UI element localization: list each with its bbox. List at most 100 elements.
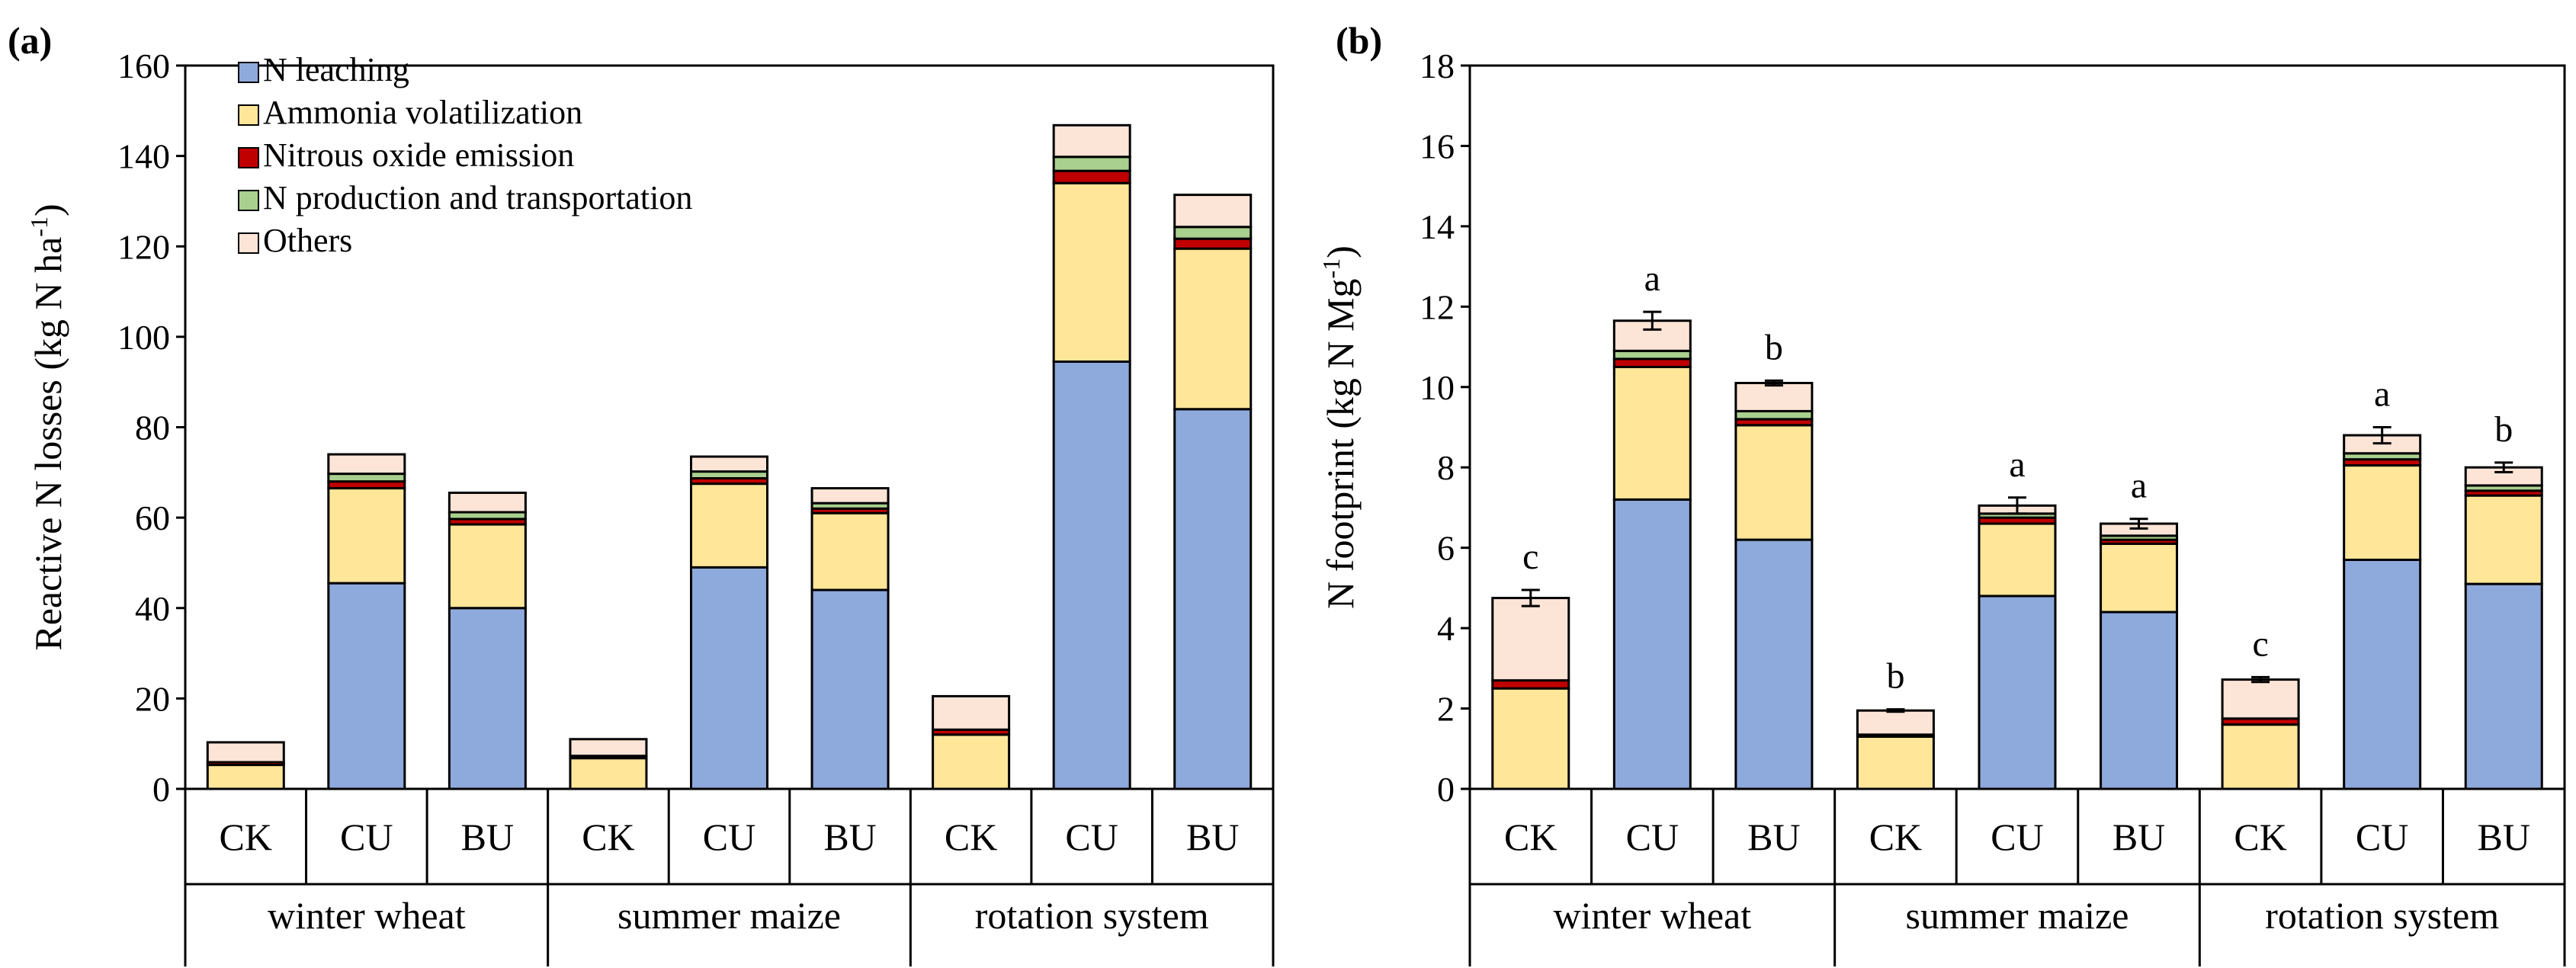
bar-nitrous-oxide-emission xyxy=(1052,169,1131,184)
legend-swatch xyxy=(238,62,259,83)
legend-swatch xyxy=(238,232,259,254)
bar-n-leaching xyxy=(1978,595,2057,790)
legend-label: Ammonia volatilization xyxy=(263,94,582,131)
y-tick-label: 140 xyxy=(117,137,170,176)
legend-swatch xyxy=(238,147,259,168)
y-tick-label: 2 xyxy=(1437,690,1455,729)
x-category-label: CU xyxy=(703,816,755,858)
panel-a-chart: (a) 0 20 40 60 80 100 120 140 160 Reactive N loss… xyxy=(8,19,1275,966)
significance-letter: c xyxy=(2252,623,2268,664)
y-tick-label: 160 xyxy=(117,46,170,85)
y-tick-label: 100 xyxy=(117,318,170,357)
bar-others xyxy=(1491,597,1570,682)
x-category-label: CK xyxy=(1504,816,1557,858)
x-group-label: rotation system xyxy=(975,894,1209,937)
y-tick-label: 4 xyxy=(1437,609,1455,648)
x-category-label: CU xyxy=(1626,816,1679,858)
bar-ammonia-volatilization xyxy=(448,523,527,610)
bar-ammonia-volatilization xyxy=(1612,365,1692,501)
legend-label: N leaching xyxy=(263,51,409,88)
bar-n-production-and-transportation xyxy=(327,473,406,483)
bar-ammonia-volatilization xyxy=(327,487,406,585)
bar-ammonia-volatilization xyxy=(690,482,768,569)
x-category-label: CK xyxy=(220,816,272,858)
bar-n-leaching xyxy=(448,607,527,790)
significance-letter: a xyxy=(2374,374,2390,415)
bar-others xyxy=(1052,123,1131,159)
bar-ammonia-volatilization xyxy=(810,511,890,591)
x-category-label: BU xyxy=(2112,816,2165,858)
y-tick-label: 60 xyxy=(135,498,170,537)
x-group-label: winter wheat xyxy=(1554,894,1752,937)
bar-ammonia-volatilization xyxy=(932,733,1011,790)
bar-ammonia-volatilization xyxy=(2343,464,2422,561)
legend-label: Nitrous oxide emission xyxy=(263,136,574,174)
bar-others xyxy=(1856,709,1935,736)
significance-letter: c xyxy=(1522,537,1538,577)
bar-nitrous-oxide-emission xyxy=(1173,237,1253,250)
x-category-label: CK xyxy=(582,816,634,858)
significance-letter: b xyxy=(2494,409,2513,450)
bar-n-production-and-transportation xyxy=(1734,409,1814,421)
x-category-label: CU xyxy=(2356,816,2408,858)
y-tick-label: 16 xyxy=(1420,127,1455,165)
bar-others xyxy=(690,455,768,473)
legend-swatch xyxy=(238,104,259,126)
x-category-label: CU xyxy=(1991,816,2043,858)
bar-ammonia-volatilization xyxy=(1173,247,1253,411)
y-tick-label: 120 xyxy=(117,227,170,266)
significance-letter: b xyxy=(1765,327,1783,367)
significance-letter: a xyxy=(2009,444,2025,485)
bar-nitrous-oxide-emission xyxy=(1491,679,1570,690)
bar-n-leaching xyxy=(2100,611,2179,790)
x-group-label: winter wheat xyxy=(268,894,466,937)
bar-others xyxy=(448,492,527,514)
bar-n-leaching xyxy=(810,588,890,790)
y-tick-label: 18 xyxy=(1420,46,1455,85)
bar-ammonia-volatilization xyxy=(1978,522,2057,598)
y-tick-label: 20 xyxy=(135,679,170,718)
y-tick-label: 40 xyxy=(135,589,170,628)
y-tick-label: 0 xyxy=(1437,770,1455,809)
legend-label: Others xyxy=(263,222,352,259)
bar-ammonia-volatilization xyxy=(1856,735,1935,790)
bar-ammonia-volatilization xyxy=(206,764,285,790)
bar-n-leaching xyxy=(690,566,768,790)
bar-n-production-and-transportation xyxy=(1052,155,1131,172)
bar-ammonia-volatilization xyxy=(1491,687,1570,790)
x-category-label: CK xyxy=(1869,816,1922,858)
y-tick-label: 80 xyxy=(135,409,170,447)
y-axis-title: Reactive N losses (kg N ha-1) xyxy=(25,204,69,650)
x-category-label: BU xyxy=(461,816,514,858)
bar-nitrous-oxide-emission xyxy=(1612,357,1692,368)
bar-others xyxy=(1734,382,1814,412)
bar-others xyxy=(1173,194,1253,229)
x-category-label: BU xyxy=(2477,816,2529,858)
x-category-label: BU xyxy=(823,816,876,858)
x-category-label: CK xyxy=(945,816,997,858)
bar-others xyxy=(206,741,285,764)
x-category-label: CU xyxy=(1065,816,1118,858)
bar-others xyxy=(810,487,890,505)
legend: N leaching Ammonia volatilization Nitrous … xyxy=(238,51,692,259)
y-tick-label: 6 xyxy=(1437,529,1455,568)
x-category-label: CU xyxy=(340,816,393,858)
bar-ammonia-volatilization xyxy=(1734,424,1814,541)
bar-n-leaching xyxy=(1173,408,1253,790)
x-category-label: BU xyxy=(1747,816,1800,858)
bar-ammonia-volatilization xyxy=(2221,723,2300,790)
bar-ammonia-volatilization xyxy=(2100,542,2179,614)
x-category-label: BU xyxy=(1186,816,1239,858)
bar-others xyxy=(2221,678,2300,720)
y-tick-label: 10 xyxy=(1420,368,1455,407)
significance-letter: a xyxy=(1644,258,1660,299)
bar-n-leaching xyxy=(327,582,406,790)
x-group-label: summer maize xyxy=(1906,894,2129,937)
legend-swatch xyxy=(238,190,259,211)
y-tick-label: 12 xyxy=(1420,287,1455,326)
y-tick-label: 8 xyxy=(1437,448,1455,487)
significance-letter: b xyxy=(1886,656,1904,697)
x-category-label: CK xyxy=(2234,816,2286,858)
bar-n-leaching xyxy=(1052,360,1131,790)
